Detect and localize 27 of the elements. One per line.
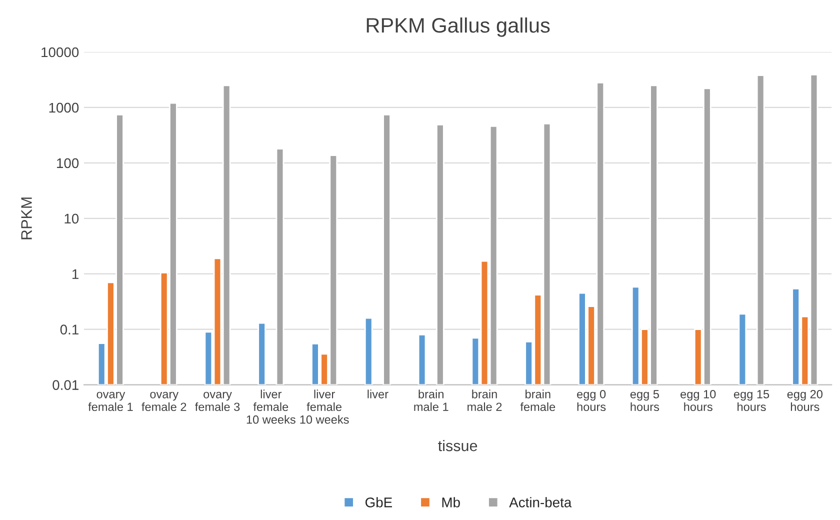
chart-title: RPKM Gallus gallus xyxy=(366,17,550,37)
y-tick-label: 0.1 xyxy=(60,324,78,335)
legend-label: Actin-beta xyxy=(509,497,572,508)
x-tick-label: brain female xyxy=(520,390,556,412)
y-tick-label: 10 xyxy=(64,214,79,224)
y-tick-label: 10000 xyxy=(42,47,79,58)
y-tick-label: 1 xyxy=(72,269,78,279)
y-tick-label: 1000 xyxy=(49,102,79,113)
x-tick-label: liver xyxy=(368,390,388,398)
x-tick-label: egg 0 hours xyxy=(577,390,606,412)
y-tick-label: 100 xyxy=(57,158,79,168)
x-tick-label: liver female 10 weeks xyxy=(300,390,349,424)
x-tick-label: brain male 1 xyxy=(414,390,448,412)
x-tick-label: egg 10 hours xyxy=(680,390,716,412)
x-tick-label: liver female 10 weeks xyxy=(246,390,296,424)
x-tick-label: egg 20 hours xyxy=(787,390,822,412)
x-tick-label: ovary female 1 xyxy=(88,392,133,412)
x-axis-title: tissue xyxy=(438,440,478,452)
x-tick-label: egg 15 hours xyxy=(734,390,770,412)
y-tick-label: 0.01 xyxy=(52,380,78,390)
y-axis-title: RPKM xyxy=(21,198,32,240)
x-tick-label: ovary female 3 xyxy=(195,392,240,412)
x-tick-label: brain male 2 xyxy=(468,390,502,412)
x-tick-label: ovary female 2 xyxy=(142,392,186,412)
legend-label: GbE xyxy=(365,497,392,508)
x-tick-label: egg 5 hours xyxy=(630,390,660,412)
legend-label: Mb xyxy=(442,497,460,508)
